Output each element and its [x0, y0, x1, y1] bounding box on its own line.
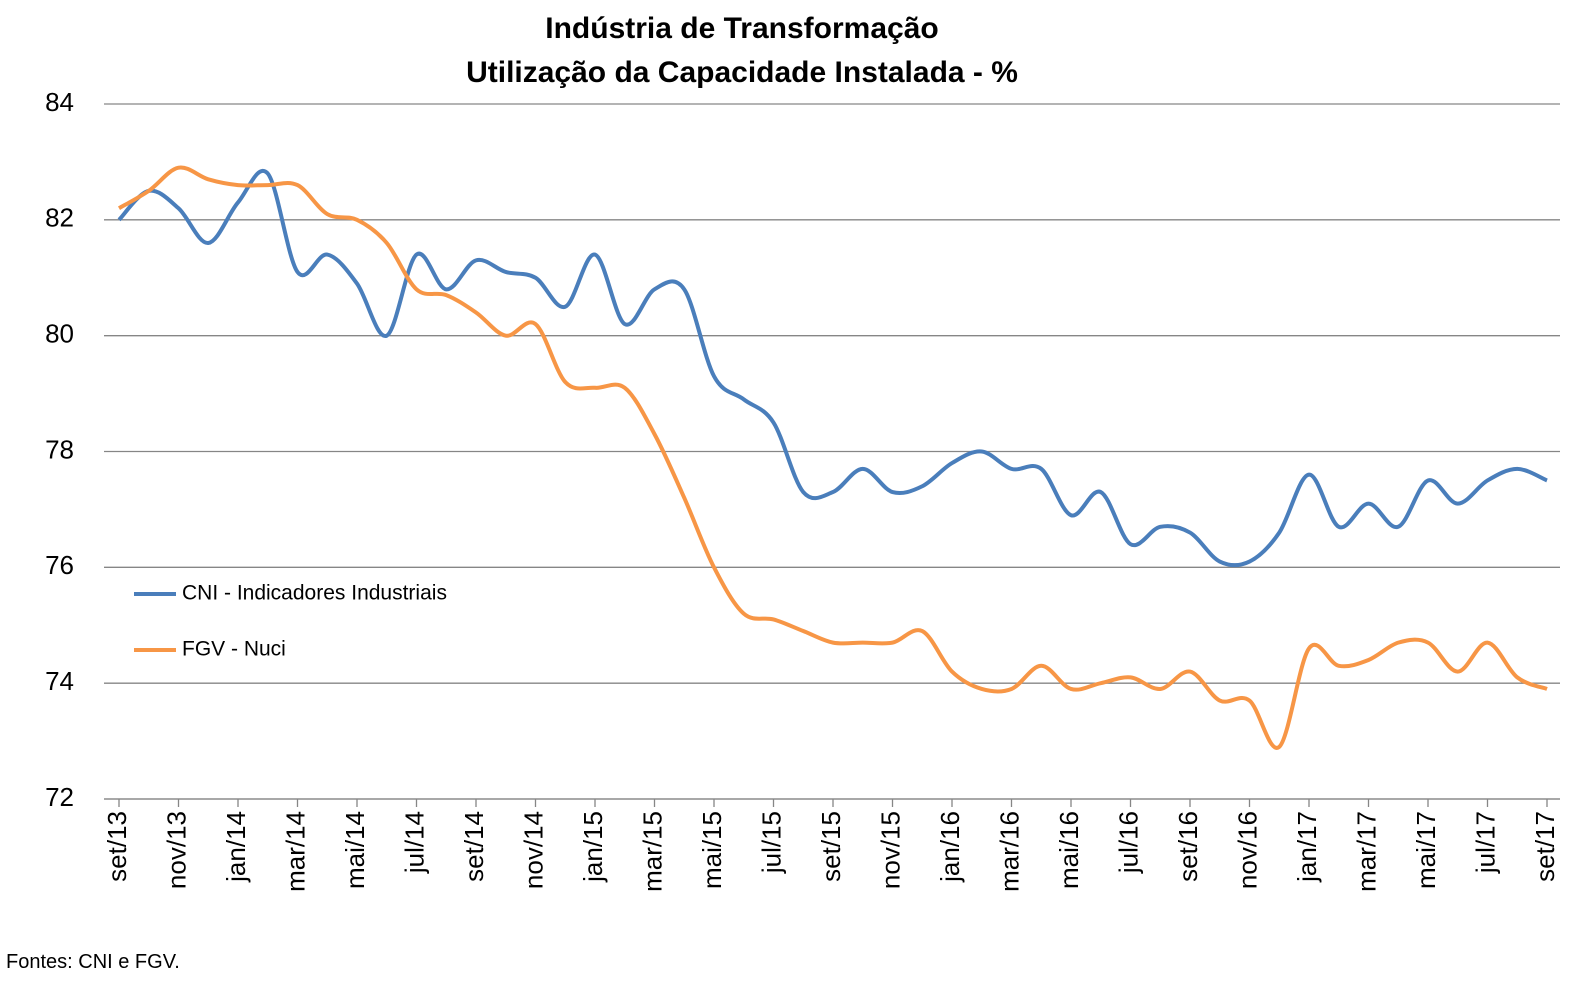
x-tick-label: nov/14 — [518, 811, 548, 889]
x-tick-label: set/17 — [1530, 811, 1560, 882]
x-tick-label: mar/17 — [1351, 811, 1381, 892]
x-tick-label: jul/16 — [1113, 811, 1143, 874]
x-tick-label: mar/15 — [637, 811, 667, 892]
legend-label: FGV - Nuci — [182, 638, 286, 661]
source-note: Fontes: CNI e FGV. — [6, 951, 180, 973]
x-tick-label: set/16 — [1173, 811, 1203, 882]
chart-title: Indústria de Transformação — [545, 12, 938, 45]
x-tick-label: mai/16 — [1054, 811, 1084, 889]
x-tick-label: jan/14 — [221, 811, 251, 883]
x-tick-label: jan/16 — [935, 811, 965, 883]
x-tick-label: set/14 — [459, 811, 489, 882]
y-tick-label: 72 — [45, 782, 74, 812]
legend-box — [120, 568, 500, 678]
x-tick-label: jul/14 — [399, 811, 429, 874]
legend-label: CNI - Indicadores Industriais — [182, 582, 447, 605]
x-tick-label: mar/16 — [994, 811, 1024, 892]
x-tick-label: jul/17 — [1470, 811, 1500, 874]
x-tick-label: mai/14 — [340, 811, 370, 889]
x-tick-label: jul/15 — [756, 811, 786, 874]
x-tick-label: mai/17 — [1411, 811, 1441, 889]
x-tick-label: mai/15 — [697, 811, 727, 889]
y-tick-label: 76 — [45, 550, 74, 580]
y-tick-label: 84 — [45, 87, 74, 117]
x-tick-label: set/15 — [816, 811, 846, 882]
y-tick-label: 74 — [45, 666, 74, 696]
x-tick-label: nov/16 — [1232, 811, 1262, 889]
x-tick-label: mar/14 — [280, 811, 310, 892]
x-tick-label: set/13 — [102, 811, 132, 882]
x-tick-label: jan/15 — [578, 811, 608, 883]
x-tick-label: jan/17 — [1292, 811, 1322, 883]
x-tick-label: nov/13 — [161, 811, 191, 889]
y-tick-label: 80 — [45, 319, 74, 349]
line-series — [117, 165, 1548, 750]
x-tick-label: nov/15 — [875, 811, 905, 889]
y-tick-label: 78 — [45, 434, 74, 464]
chart-subtitle: Utilização da Capacidade Instalada - % — [466, 56, 1018, 89]
line-series — [117, 168, 1548, 568]
y-tick-label: 82 — [45, 203, 74, 233]
